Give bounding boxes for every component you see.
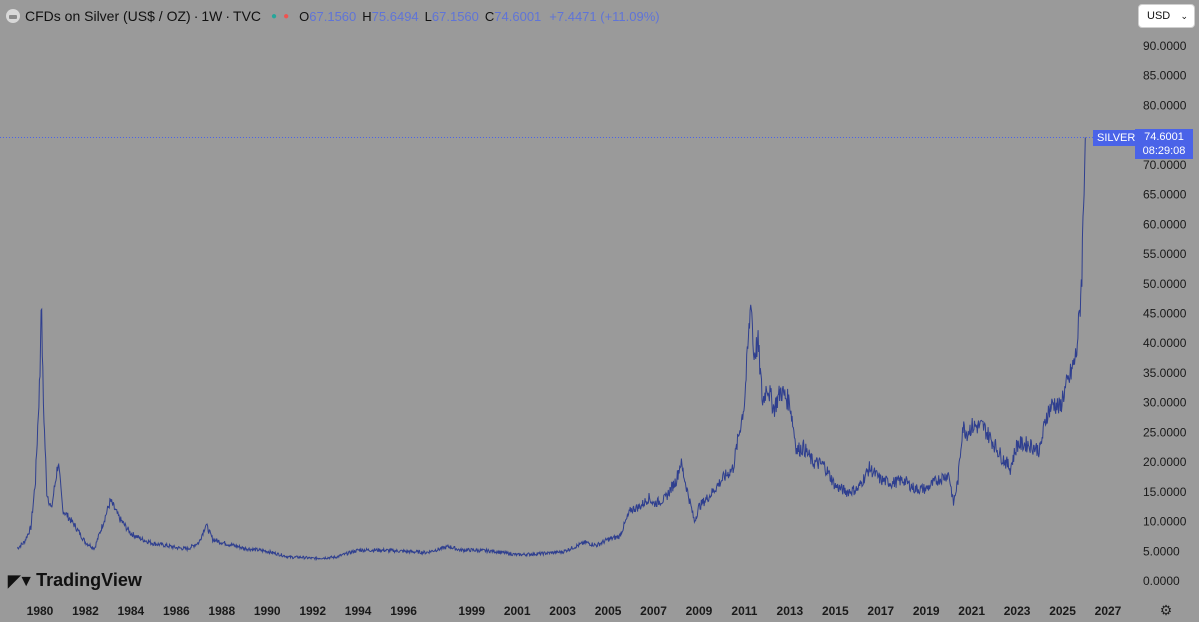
x-tick-label: 1996 — [390, 604, 417, 618]
y-tick-label: 35.0000 — [1143, 366, 1187, 380]
x-tick-label: 1988 — [208, 604, 235, 618]
y-tick-label: 5.0000 — [1143, 544, 1180, 558]
x-tick-label: 2013 — [777, 604, 804, 618]
symbol-price-label: SILVER — [1093, 130, 1140, 146]
separator-dot-2: · — [225, 8, 231, 24]
x-tick-label: 2023 — [1004, 604, 1031, 618]
x-tick-label: 2011 — [731, 604, 757, 618]
bar-countdown: 08:29:08 — [1142, 145, 1186, 157]
last-price-value: 74.6001 — [1144, 131, 1184, 143]
series-line-silver — [16, 137, 1086, 562]
source-label: TVC — [233, 8, 262, 24]
y-tick-label: 30.0000 — [1143, 396, 1187, 410]
last-price-tag: 74.6001 08:29:08 — [1135, 129, 1193, 159]
low-value: 67.1560 — [431, 8, 479, 24]
close-label: C — [484, 8, 495, 24]
x-tick-label: 2003 — [549, 604, 576, 618]
x-tick-label: 1992 — [299, 604, 326, 618]
y-tick-label: 65.0000 — [1143, 188, 1187, 202]
x-tick-label: 1982 — [72, 604, 99, 618]
chevron-down-icon: ⌄ — [1180, 10, 1188, 21]
x-axis: 1980 1982 1984 1986 1988 1990 1992 1994 1996 1999… — [27, 604, 1122, 618]
x-tick-label: 2005 — [595, 604, 622, 618]
high-value: 75.6494 — [371, 8, 419, 24]
x-tick-label: 1980 — [27, 604, 54, 618]
y-tick-label: 20.0000 — [1143, 455, 1187, 469]
x-tick-label: 2007 — [640, 604, 667, 618]
open-value: 67.1560 — [309, 8, 357, 24]
x-tick-label: 1999 — [458, 604, 485, 618]
currency-label: USD — [1147, 10, 1171, 22]
y-tick-label: 80.0000 — [1143, 98, 1187, 112]
y-tick-label: 45.0000 — [1143, 307, 1187, 321]
x-tick-label: 2019 — [913, 604, 940, 618]
y-tick-label: 90.0000 — [1143, 39, 1187, 53]
chart-header: CFDs on Silver (US$ / OZ) · 1W · TVC ● ●… — [0, 0, 1140, 32]
x-tick-label: 2009 — [686, 604, 713, 618]
tradingview-logo[interactable]: ◤▼ TradingView — [8, 570, 142, 591]
y-tick-label: 60.0000 — [1143, 217, 1187, 231]
low-label: L — [424, 8, 432, 24]
x-tick-label: 1990 — [254, 604, 281, 618]
high-label: H — [362, 8, 372, 24]
x-tick-label: 1986 — [163, 604, 190, 618]
x-tick-label: 1994 — [345, 604, 372, 618]
y-tick-label: 85.0000 — [1143, 69, 1187, 83]
y-tick-label: 10.0000 — [1143, 515, 1187, 529]
y-tick-label: 50.0000 — [1143, 277, 1187, 291]
y-tick-label: 55.0000 — [1143, 247, 1187, 261]
market-status-up-icon: ● — [271, 10, 278, 22]
x-tick-label: 2001 — [504, 604, 531, 618]
silver-symbol-icon — [6, 9, 20, 23]
y-tick-label: 0.0000 — [1143, 574, 1180, 588]
y-axis: 90.000085.000080.000075.000070.000065.00… — [1143, 39, 1187, 588]
close-value: 74.6001 — [494, 8, 542, 24]
y-tick-label: 40.0000 — [1143, 336, 1187, 350]
x-tick-label: 2027 — [1095, 604, 1122, 618]
tradingview-logo-icon: ◤▼ — [8, 572, 34, 590]
settings-gear-icon[interactable]: ⚙ — [1159, 602, 1173, 618]
change-value: +7.4471 (+11.09%) — [549, 8, 660, 24]
separator-dot-1: · — [193, 8, 199, 24]
symbol-title[interactable]: CFDs on Silver (US$ / OZ) — [25, 8, 191, 24]
brand-name: TradingView — [36, 570, 142, 590]
y-tick-label: 25.0000 — [1143, 425, 1187, 439]
y-tick-label: 70.0000 — [1143, 158, 1187, 172]
market-status-down-icon: ● — [283, 10, 290, 22]
currency-select[interactable]: USD ⌄ — [1138, 4, 1195, 28]
x-tick-label: 2017 — [867, 604, 894, 618]
x-tick-label: 2025 — [1049, 604, 1076, 618]
y-tick-label: 15.0000 — [1143, 485, 1187, 499]
open-label: O — [299, 8, 310, 24]
interval-label[interactable]: 1W — [201, 8, 223, 24]
x-tick-label: 2015 — [822, 604, 849, 618]
x-tick-label: 1984 — [118, 604, 145, 618]
x-tick-label: 2021 — [958, 604, 985, 618]
